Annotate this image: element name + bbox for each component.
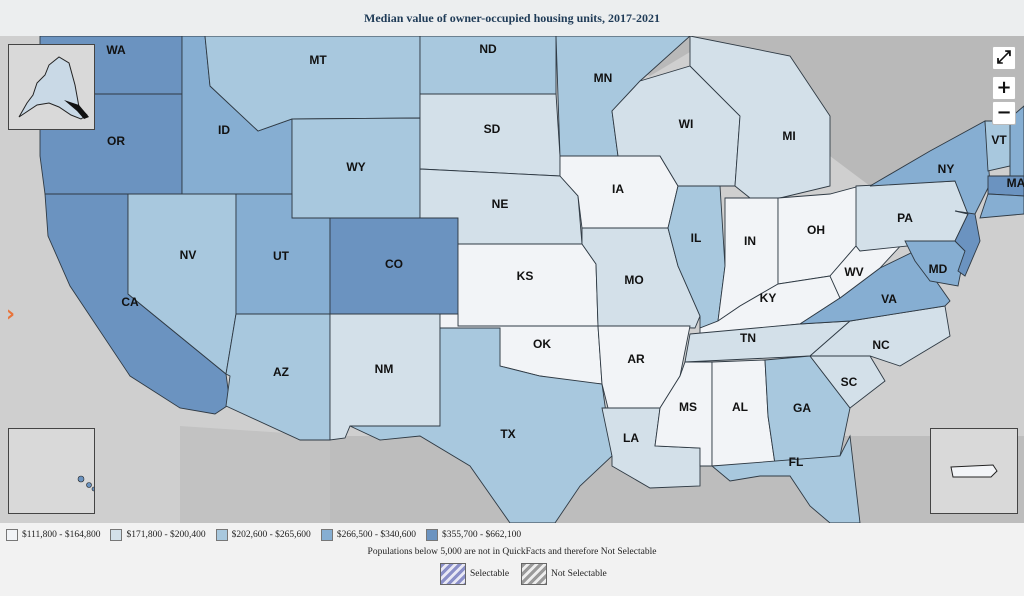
state-label-ND: ND: [479, 42, 497, 56]
not-selectable-item: Not Selectable: [521, 563, 607, 585]
state-label-UT: UT: [273, 249, 290, 263]
state-label-IA: IA: [612, 182, 624, 196]
state-label-AL: AL: [732, 400, 748, 414]
state-label-NV: NV: [180, 248, 197, 262]
state-label-WA: WA: [106, 43, 126, 57]
legend-bin: $171,800 - $200,400: [110, 529, 206, 541]
hawaii-inset[interactable]: [8, 428, 95, 514]
state-label-TN: TN: [740, 331, 756, 345]
map-title: Median value of owner-occupied housing u…: [364, 11, 660, 25]
selectable-swatch: [440, 563, 466, 585]
state-label-SD: SD: [484, 122, 501, 136]
state-NJ[interactable]: [954, 210, 981, 277]
legend-bin-label: $111,800 - $164,800: [22, 530, 101, 540]
not-selectable-label: Not Selectable: [551, 569, 607, 579]
alaska-inset[interactable]: [8, 44, 95, 130]
zoom-in-button[interactable]: +: [992, 76, 1016, 100]
puerto-rico-shape: [950, 464, 998, 478]
legend-bin: $202,600 - $265,600: [215, 529, 311, 541]
state-label-IL: IL: [691, 231, 702, 245]
state-TX[interactable]: [349, 327, 613, 523]
state-FL[interactable]: [710, 434, 861, 523]
legend-bin-label: $266,500 - $340,600: [336, 530, 416, 540]
state-NY[interactable]: [869, 120, 991, 215]
legend-bin-label: $171,800 - $200,400: [126, 530, 206, 540]
not-selectable-swatch: [521, 563, 548, 585]
state-label-MI: MI: [782, 129, 795, 143]
state-label-WY: WY: [346, 160, 365, 174]
state-label-AZ: AZ: [273, 365, 289, 379]
state-MA[interactable]: [987, 175, 1024, 197]
state-label-NM: NM: [375, 362, 394, 376]
alaska-shape: [18, 56, 89, 120]
legend-bin: $266,500 - $340,600: [320, 529, 416, 541]
state-label-ID: ID: [218, 123, 230, 137]
great-lakes-water: [560, 36, 1024, 186]
legend-note: Populations below 5,000 are not in Quick…: [367, 547, 657, 557]
selectability-legend: Selectable Not Selectable: [440, 563, 607, 585]
state-label-CO: CO: [385, 257, 403, 271]
puerto-rico-inset[interactable]: [930, 428, 1018, 514]
state-label-WI: WI: [679, 117, 694, 131]
side-panel-arrow-icon[interactable]: ›: [6, 302, 16, 327]
state-label-VA: VA: [881, 292, 897, 306]
title-bar: Median value of owner-occupied housing u…: [0, 0, 1024, 36]
state-label-MA: MA: [1007, 176, 1024, 190]
state-label-GA: GA: [793, 401, 811, 415]
states-layer[interactable]: [39, 36, 1024, 523]
state-label-NY: NY: [938, 162, 955, 176]
state-NM[interactable]: [329, 313, 441, 441]
legend-swatch: [425, 529, 438, 541]
state-label-OR: OR: [107, 134, 125, 148]
map-area[interactable]: WA OR CA ID NV MT WY UT CO AZ NM ND SD N…: [0, 36, 1024, 523]
state-CT[interactable]: [979, 193, 1024, 219]
legend-bin: $111,800 - $164,800: [6, 529, 100, 541]
legend-swatch: [6, 529, 18, 541]
state-label-KY: KY: [760, 291, 777, 305]
selectable-label: Selectable: [470, 569, 510, 579]
state-label-MO: MO: [624, 273, 643, 287]
state-label-TX: TX: [500, 427, 515, 441]
legend-bin: $355,700 - $662,100: [425, 529, 522, 541]
us-map[interactable]: WA OR CA ID NV MT WY UT CO AZ NM ND SD N…: [0, 36, 1024, 523]
legend-bins: $111,800 - $164,800 $171,800 - $200,400 …: [6, 529, 521, 541]
selectable-item: Selectable: [440, 563, 509, 585]
state-label-CA: CA: [121, 295, 139, 309]
state-label-OK: OK: [533, 337, 551, 351]
state-labels: WA OR CA ID NV MT WY UT CO AZ NM ND SD N…: [106, 42, 1024, 469]
legend-bin-label: $355,700 - $662,100: [441, 530, 522, 540]
state-label-FL: FL: [789, 455, 804, 469]
hawaii-shape: [77, 475, 94, 492]
legend-swatch: [110, 529, 123, 541]
state-label-VT: VT: [991, 133, 1007, 147]
state-label-LA: LA: [623, 431, 639, 445]
state-label-OH: OH: [807, 223, 825, 237]
fullscreen-button[interactable]: ⤢: [992, 46, 1016, 70]
state-label-MT: MT: [309, 53, 327, 67]
legend-swatch: [215, 529, 228, 541]
state-label-IN: IN: [744, 234, 756, 248]
mexico-land: [180, 426, 330, 523]
state-label-KS: KS: [517, 269, 534, 283]
state-label-SC: SC: [841, 375, 858, 389]
zoom-out-button[interactable]: −: [992, 101, 1016, 125]
legend: $111,800 - $164,800 $171,800 - $200,400 …: [0, 523, 1024, 596]
legend-swatch: [320, 529, 333, 541]
state-label-MN: MN: [594, 71, 613, 85]
state-label-NE: NE: [492, 197, 509, 211]
legend-bin-label: $202,600 - $265,600: [231, 530, 311, 540]
state-label-PA: PA: [897, 211, 913, 225]
state-label-MD: MD: [929, 262, 948, 276]
state-label-AR: AR: [627, 352, 645, 366]
state-label-NC: NC: [872, 338, 890, 352]
state-label-MS: MS: [679, 400, 697, 414]
state-label-WV: WV: [844, 265, 863, 279]
state-KS[interactable]: [457, 243, 599, 327]
